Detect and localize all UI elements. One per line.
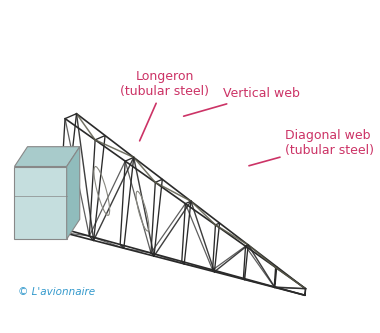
Text: Vertical web: Vertical web — [184, 87, 300, 116]
Polygon shape — [14, 147, 80, 166]
Text: Longeron
(tubular steel): Longeron (tubular steel) — [120, 70, 209, 141]
Polygon shape — [67, 147, 80, 239]
Text: © L'avionnaire: © L'avionnaire — [18, 287, 95, 297]
Text: Diagonal web
(tubular steel): Diagonal web (tubular steel) — [249, 130, 374, 166]
Polygon shape — [14, 166, 67, 239]
